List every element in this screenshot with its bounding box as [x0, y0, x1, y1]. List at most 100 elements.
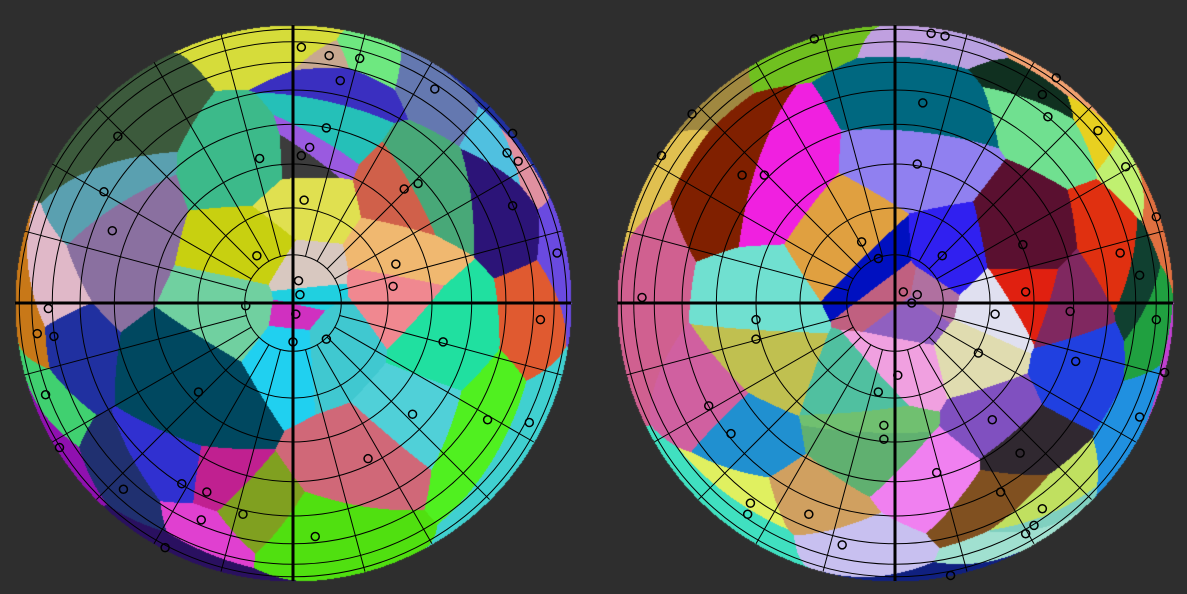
seed-point [926, 28, 936, 39]
meridian-line [220, 349, 281, 572]
seed-point [310, 531, 320, 542]
seed-point [656, 150, 667, 161]
seed-point [804, 509, 814, 520]
seed-point [321, 334, 332, 344]
seed-point [1159, 367, 1170, 378]
seed-point [945, 570, 956, 581]
seed-point [1020, 528, 1031, 539]
meridian-line [305, 349, 366, 572]
seed-point [335, 75, 346, 86]
meridian-line [698, 336, 862, 500]
seed-point [745, 498, 756, 508]
meridian-line [24, 315, 247, 376]
meridian-line [339, 230, 562, 291]
seed-point [430, 84, 440, 94]
meridian-line [220, 34, 281, 257]
meridian-line [51, 163, 252, 280]
seed-point [552, 248, 562, 258]
pole-marker [893, 301, 897, 305]
seed-point [324, 50, 334, 61]
seed-point [1115, 248, 1125, 258]
seed-point [918, 98, 928, 108]
seed-point [49, 331, 59, 342]
seed-point [1151, 314, 1162, 325]
seed-point [407, 409, 418, 419]
meridian-line [326, 336, 490, 500]
seed-point [856, 237, 867, 247]
seed-point [252, 250, 262, 261]
seed-point [196, 515, 207, 525]
meridian-line [907, 349, 968, 572]
seed-point [296, 42, 307, 52]
seed-point [240, 301, 251, 311]
meridian-line [334, 326, 535, 443]
meridian-line [936, 163, 1137, 280]
meridian-line [941, 315, 1164, 376]
meridian-line [339, 315, 562, 376]
seed-point [906, 298, 917, 308]
seed-point [1051, 73, 1061, 83]
seed-point [413, 178, 423, 189]
seed-point [987, 415, 998, 425]
seed-point [288, 337, 298, 347]
seed-point [193, 387, 204, 397]
seed-point [912, 289, 922, 300]
seed-point [742, 509, 753, 520]
seed-point [1065, 306, 1075, 317]
seed-point [809, 34, 820, 44]
meridian-line [153, 344, 270, 545]
seed-point [99, 187, 109, 197]
seed-point [990, 309, 1000, 319]
seed-point [54, 442, 65, 453]
pole-marker [291, 301, 295, 305]
seed-point [321, 123, 332, 133]
seed-point [873, 253, 884, 264]
meridian-line [51, 326, 252, 443]
meridian-line [822, 34, 883, 257]
seed-point [399, 184, 409, 194]
seed-point [1134, 412, 1145, 422]
seed-point [931, 467, 942, 478]
seed-point [254, 153, 265, 164]
seed-point [118, 484, 129, 495]
seed-point [973, 348, 984, 358]
meridian-line [316, 344, 433, 545]
seed-point [40, 389, 51, 400]
meridian-line [928, 336, 1092, 500]
seed-point [535, 314, 546, 325]
meridian-line [755, 61, 872, 262]
meridian-line [928, 106, 1092, 270]
seed-point [524, 417, 535, 428]
seed-point [637, 292, 647, 303]
meridian-line [936, 326, 1137, 443]
seed-point [238, 509, 248, 520]
seed-point [32, 328, 42, 339]
seed-point [293, 276, 304, 286]
seed-point [107, 225, 118, 236]
meridian-line [626, 315, 849, 376]
meridian-line [316, 61, 433, 262]
meridian-line [96, 106, 260, 270]
seed-point [363, 453, 373, 464]
seed-point [759, 170, 770, 180]
seed-point [299, 195, 309, 205]
seed-point [1015, 448, 1025, 458]
seed-point [1029, 520, 1039, 531]
meridian-line [918, 344, 1035, 545]
seed-point [160, 542, 170, 553]
seed-point [507, 200, 518, 211]
seed-point [354, 53, 365, 64]
seed-point [737, 170, 747, 180]
seed-point [1093, 125, 1103, 136]
seed-point [291, 309, 301, 319]
seed-point [513, 156, 523, 166]
seed-point [703, 401, 714, 411]
meridian-line [907, 34, 968, 257]
meridian-line [653, 163, 854, 280]
seed-point [391, 259, 401, 269]
meridian-line [822, 349, 883, 572]
seed-point [1134, 270, 1145, 280]
meridian-line [918, 61, 1035, 262]
